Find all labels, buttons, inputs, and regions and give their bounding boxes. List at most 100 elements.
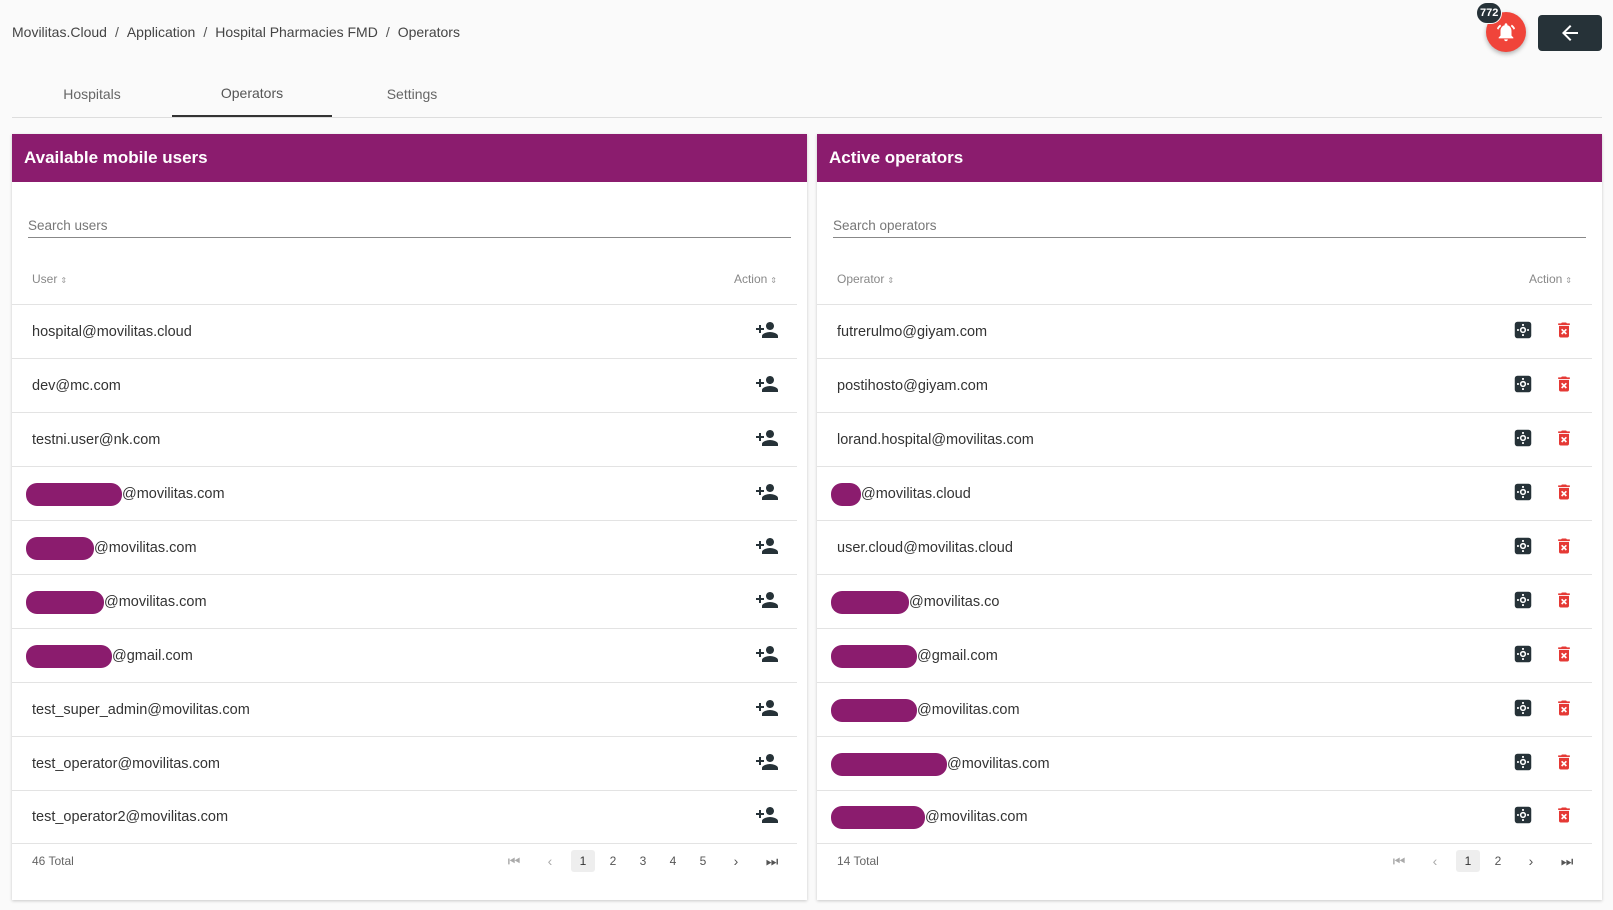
last-page-icon[interactable]: ⏭ xyxy=(1560,852,1574,869)
breadcrumb-item-movilitas-cloud[interactable]: Movilitas.Cloud xyxy=(12,24,107,40)
add-user-icon[interactable] xyxy=(755,318,779,346)
sort-icon: ⇕ xyxy=(60,276,68,285)
bell-icon xyxy=(1496,23,1516,42)
tab-operators[interactable]: Operators xyxy=(172,70,332,117)
row-actions xyxy=(755,426,779,454)
page-number[interactable]: 1 xyxy=(1456,850,1480,872)
next-page-icon[interactable]: › xyxy=(733,853,739,869)
tab-settings[interactable]: Settings xyxy=(386,85,438,102)
redaction-mark xyxy=(831,590,909,614)
prev-page-icon[interactable]: ‹ xyxy=(547,853,553,869)
page-number[interactable]: 2 xyxy=(609,854,617,868)
delete-icon[interactable] xyxy=(1554,805,1574,829)
breadcrumb-item-hospital-pharmacies[interactable]: Hospital Pharmacies FMD xyxy=(215,24,378,40)
delete-icon[interactable] xyxy=(1554,752,1574,776)
redaction-mark xyxy=(26,644,112,668)
table-row: @movilitas.com xyxy=(12,466,797,520)
page-number[interactable]: 5 xyxy=(699,854,707,868)
total-count: 14 Total xyxy=(837,854,879,868)
settings-gear-icon[interactable] xyxy=(1512,535,1534,561)
email-text: @gmail.com xyxy=(917,647,998,664)
add-user-icon[interactable] xyxy=(755,803,779,831)
table-row: @movilitas.co xyxy=(817,574,1592,628)
delete-icon[interactable] xyxy=(1554,374,1574,398)
delete-icon[interactable] xyxy=(1554,428,1574,452)
row-actions xyxy=(755,480,779,508)
sort-icon: ⇕ xyxy=(1565,276,1572,285)
add-user-icon[interactable] xyxy=(755,696,779,724)
table-row: lorand.hospital@movilitas.com xyxy=(817,412,1592,466)
breadcrumb-item-operators: Operators xyxy=(397,24,460,40)
settings-gear-icon[interactable] xyxy=(1512,427,1534,453)
operator-email: @movilitas.com xyxy=(831,806,1028,829)
column-action-header[interactable]: Action ⇕ xyxy=(733,272,777,286)
page-number[interactable]: 1 xyxy=(571,850,595,872)
table-row: hospital@movilitas.cloud xyxy=(12,304,797,358)
sort-icon: ⇕ xyxy=(770,276,777,285)
email-text: lorand.hospital@movilitas.com xyxy=(837,431,1034,448)
row-actions xyxy=(755,750,779,778)
delete-icon[interactable] xyxy=(1554,698,1574,722)
breadcrumb-item-application[interactable]: Application xyxy=(126,24,196,40)
tab-hospitals[interactable]: Hospitals xyxy=(63,85,121,102)
next-page-icon[interactable]: › xyxy=(1528,853,1534,869)
column-user-header[interactable]: User ⇕ xyxy=(32,272,68,286)
search-users-input[interactable]: Search users xyxy=(28,214,791,238)
user-email: @movilitas.com xyxy=(26,536,197,560)
add-user-icon[interactable] xyxy=(755,642,779,670)
add-user-icon[interactable] xyxy=(755,588,779,616)
first-page-icon[interactable]: ⏮ xyxy=(507,852,521,869)
panel-title: Available mobile users xyxy=(12,134,807,182)
settings-gear-icon[interactable] xyxy=(1512,697,1534,723)
last-page-icon[interactable]: ⏭ xyxy=(765,852,779,869)
delete-icon[interactable] xyxy=(1554,320,1574,344)
add-user-icon[interactable] xyxy=(755,480,779,508)
add-user-icon[interactable] xyxy=(755,750,779,778)
row-actions xyxy=(1512,804,1574,830)
add-user-icon[interactable] xyxy=(755,426,779,454)
operator-email: lorand.hospital@movilitas.com xyxy=(837,432,1034,448)
table-row: @movilitas.com xyxy=(817,790,1592,844)
delete-icon[interactable] xyxy=(1554,482,1574,506)
operator-email: @movilitas.co xyxy=(831,590,999,614)
user-email: @gmail.com xyxy=(26,644,193,668)
column-action-header[interactable]: Action ⇕ xyxy=(1528,272,1572,286)
add-user-icon[interactable] xyxy=(755,534,779,562)
page-number[interactable]: 3 xyxy=(639,854,647,868)
redaction-mark xyxy=(831,482,861,506)
row-actions xyxy=(755,696,779,724)
row-actions xyxy=(1512,643,1574,669)
settings-gear-icon[interactable] xyxy=(1512,319,1534,345)
delete-icon[interactable] xyxy=(1554,590,1574,614)
settings-gear-icon[interactable] xyxy=(1512,804,1534,830)
add-user-icon[interactable] xyxy=(755,372,779,400)
delete-icon[interactable] xyxy=(1554,536,1574,560)
table-row: @movilitas.com xyxy=(12,520,797,574)
row-actions xyxy=(755,534,779,562)
settings-gear-icon[interactable] xyxy=(1512,751,1534,777)
settings-gear-icon[interactable] xyxy=(1512,589,1534,615)
operators-table: futrerulmo@giyam.com postihosto@giyam.com… xyxy=(817,304,1592,844)
page-number[interactable]: 4 xyxy=(669,854,677,868)
table-footer: 46 Total ⏮ ‹ 1 2 3 4 5 › ⏭ xyxy=(32,850,787,872)
redaction-mark xyxy=(26,536,94,560)
table-row: @movilitas.cloud xyxy=(817,466,1592,520)
settings-gear-icon[interactable] xyxy=(1512,481,1534,507)
page-number[interactable]: 2 xyxy=(1494,854,1502,868)
table-row: test_operator@movilitas.com xyxy=(12,736,797,790)
settings-gear-icon[interactable] xyxy=(1512,643,1534,669)
row-actions xyxy=(755,642,779,670)
search-operators-input[interactable]: Search operators xyxy=(833,214,1586,238)
table-row: test_operator2@movilitas.com xyxy=(12,790,797,844)
back-button[interactable] xyxy=(1538,15,1602,51)
column-operator-header[interactable]: Operator ⇕ xyxy=(837,272,895,286)
prev-page-icon[interactable]: ‹ xyxy=(1432,853,1438,869)
row-actions xyxy=(755,372,779,400)
email-text: test_operator2@movilitas.com xyxy=(32,809,229,825)
first-page-icon[interactable]: ⏮ xyxy=(1392,852,1406,869)
settings-gear-icon[interactable] xyxy=(1512,373,1534,399)
table-row: testni.user@nk.com xyxy=(12,412,797,466)
active-operators-panel: Active operators Search operators Operat… xyxy=(817,134,1602,900)
delete-icon[interactable] xyxy=(1554,644,1574,668)
email-text: test_super_admin@movilitas.com xyxy=(32,701,250,718)
